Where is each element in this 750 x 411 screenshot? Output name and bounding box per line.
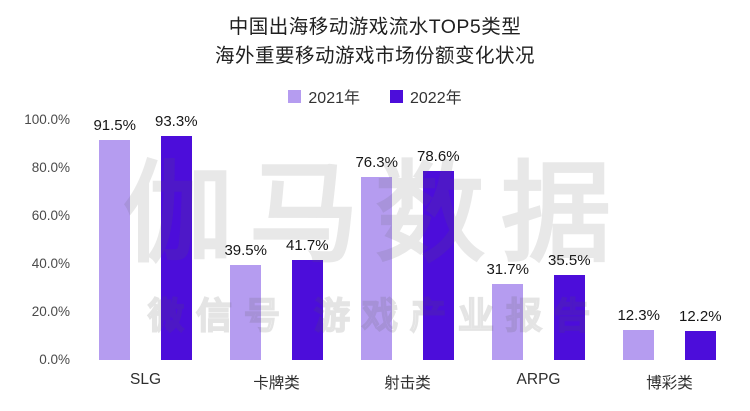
- bar-group-博彩类: 12.3% 12.2% 博彩类: [604, 120, 735, 392]
- bar-2021年-射击类: [361, 176, 393, 360]
- bar-2022年-卡牌类: [291, 259, 323, 360]
- bar-2021年-ARPG: [492, 283, 524, 360]
- y-axis-tick-label: 60.0%: [31, 208, 70, 223]
- category-label-博彩类: 博彩类: [646, 375, 693, 392]
- category-label-卡牌类: 卡牌类: [253, 375, 300, 392]
- bar-column: 76.3%: [355, 154, 398, 360]
- legend-swatch-icon: [390, 89, 403, 103]
- category-label-ARPG: ARPG: [516, 371, 561, 388]
- category-label-射击类: 射击类: [384, 375, 431, 392]
- bar-column: 41.7%: [286, 237, 329, 360]
- value-label: 12.2%: [679, 307, 722, 325]
- bar-2022年-射击类: [422, 171, 454, 360]
- plot-area: 91.5% 93.3% SLG 39.5% 41.7% 卡牌类 76.3% 78.6% 射击类 3…: [80, 113, 735, 392]
- bar-pair: 12.3% 12.2%: [617, 307, 722, 360]
- chart-title: 中国出海移动游戏流水TOP5类型 海外重要移动游戏市场份额变化状况: [0, 13, 750, 71]
- bar-2022年-SLG: [160, 136, 192, 360]
- bar-pair: 76.3% 78.6%: [355, 148, 460, 360]
- value-label: 91.5%: [93, 117, 136, 135]
- y-axis: 100.0% 80.0% 60.0% 40.0% 20.0% 0.0%: [0, 112, 70, 367]
- bar-column: 31.7%: [486, 261, 529, 360]
- bar-group-ARPG: 31.7% 35.5% ARPG: [473, 120, 604, 388]
- chart-title-line2: 海外重要移动游戏市场份额变化状况: [214, 45, 535, 67]
- y-axis-tick-label: 80.0%: [31, 160, 70, 175]
- y-axis-tick-label: 100.0%: [24, 112, 70, 127]
- value-label: 93.3%: [155, 113, 198, 131]
- bar-group-卡牌类: 39.5% 41.7% 卡牌类: [211, 120, 342, 392]
- legend-item-2022年: 2022年: [390, 84, 462, 108]
- bar-2022年-ARPG: [553, 274, 585, 360]
- y-axis-tick-label: 20.0%: [31, 304, 70, 319]
- bar-column: 35.5%: [548, 252, 591, 360]
- bar-pair: 91.5% 93.3%: [93, 113, 198, 360]
- category-label-SLG: SLG: [129, 371, 161, 388]
- y-axis-tick-label: 40.0%: [31, 256, 70, 271]
- value-label: 76.3%: [355, 153, 398, 171]
- bar-column: 12.3%: [617, 307, 660, 360]
- legend-label: 2021年: [308, 90, 360, 107]
- bar-2021年-卡牌类: [230, 265, 262, 360]
- bar-column: 91.5%: [93, 117, 136, 360]
- value-label: 12.3%: [617, 307, 660, 325]
- bar-2021年-博彩类: [623, 330, 655, 360]
- chart-title-line1: 中国出海移动游戏流水TOP5类型: [228, 16, 522, 38]
- legend: 2021年 2022年: [0, 84, 750, 108]
- y-axis-tick-label: 0.0%: [39, 352, 70, 367]
- legend-item-2021年: 2021年: [288, 84, 360, 108]
- value-label: 39.5%: [224, 242, 267, 260]
- bar-pair: 31.7% 35.5%: [486, 252, 591, 360]
- bar-2021年-SLG: [99, 140, 131, 360]
- bar-group-射击类: 76.3% 78.6% 射击类: [342, 120, 473, 392]
- value-label: 41.7%: [286, 236, 329, 254]
- bar-pair: 39.5% 41.7%: [224, 237, 329, 360]
- legend-label: 2022年: [410, 90, 462, 107]
- bar-group-SLG: 91.5% 93.3% SLG: [80, 113, 211, 388]
- bar-column: 78.6%: [417, 148, 460, 360]
- value-label: 78.6%: [417, 148, 460, 166]
- bar-2022年-博彩类: [684, 330, 716, 360]
- bar-column: 93.3%: [155, 113, 198, 360]
- legend-swatch-icon: [288, 89, 302, 103]
- bar-column: 12.2%: [679, 308, 722, 360]
- bar-column: 39.5%: [224, 242, 267, 360]
- value-label: 31.7%: [486, 260, 529, 278]
- value-label: 35.5%: [548, 251, 591, 269]
